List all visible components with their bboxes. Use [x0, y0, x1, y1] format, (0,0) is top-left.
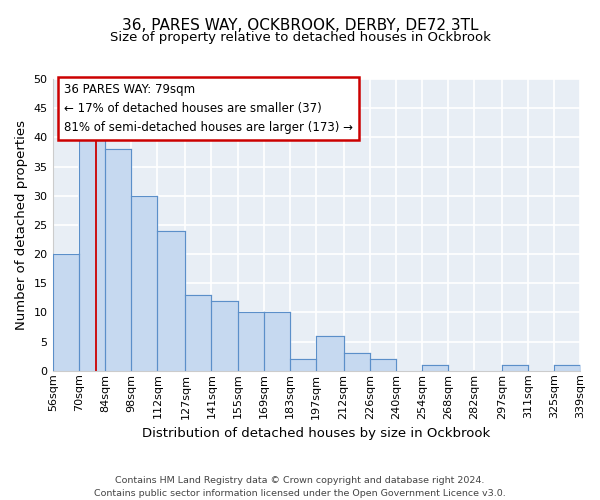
Text: Size of property relative to detached houses in Ockbrook: Size of property relative to detached ho…	[110, 31, 490, 44]
Y-axis label: Number of detached properties: Number of detached properties	[15, 120, 28, 330]
Text: 36 PARES WAY: 79sqm
← 17% of detached houses are smaller (37)
81% of semi-detach: 36 PARES WAY: 79sqm ← 17% of detached ho…	[64, 84, 353, 134]
Text: Contains HM Land Registry data © Crown copyright and database right 2024.
Contai: Contains HM Land Registry data © Crown c…	[94, 476, 506, 498]
Text: 36, PARES WAY, OCKBROOK, DERBY, DE72 3TL: 36, PARES WAY, OCKBROOK, DERBY, DE72 3TL	[122, 18, 478, 32]
X-axis label: Distribution of detached houses by size in Ockbrook: Distribution of detached houses by size …	[142, 427, 491, 440]
